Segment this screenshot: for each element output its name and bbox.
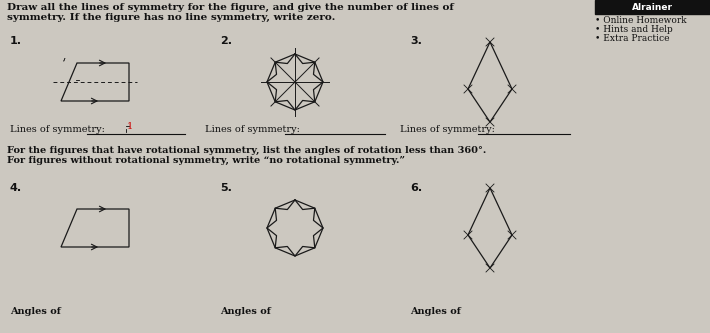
Text: Draw all the lines of symmetry for the figure, and give the number of lines of
s: Draw all the lines of symmetry for the f…: [7, 3, 454, 22]
Text: Angles of: Angles of: [10, 307, 61, 316]
Text: Angles of: Angles of: [410, 307, 461, 316]
Text: 1: 1: [127, 122, 133, 131]
Text: • Extra Practice: • Extra Practice: [595, 34, 670, 43]
Text: For the figures that have rotational symmetry, list the angles of rotation less : For the figures that have rotational sym…: [7, 146, 486, 166]
Text: Lines of symmetry:: Lines of symmetry:: [400, 125, 495, 134]
Text: 5.: 5.: [220, 183, 232, 193]
Text: • Online Homework: • Online Homework: [595, 16, 687, 25]
Text: 3.: 3.: [410, 36, 422, 46]
Text: Angles of: Angles of: [220, 307, 271, 316]
Text: 1.: 1.: [10, 36, 22, 46]
Text: Lines of symmetry:: Lines of symmetry:: [10, 125, 105, 134]
Text: • Hints and Help: • Hints and Help: [595, 25, 673, 34]
Bar: [595, 0, 710, 14]
Text: 4.: 4.: [10, 183, 22, 193]
Text: 2.: 2.: [220, 36, 232, 46]
Text: Lines of symmetry:: Lines of symmetry:: [205, 125, 300, 134]
Text: Alrainer: Alrainer: [631, 3, 672, 12]
Text: 6.: 6.: [410, 183, 422, 193]
